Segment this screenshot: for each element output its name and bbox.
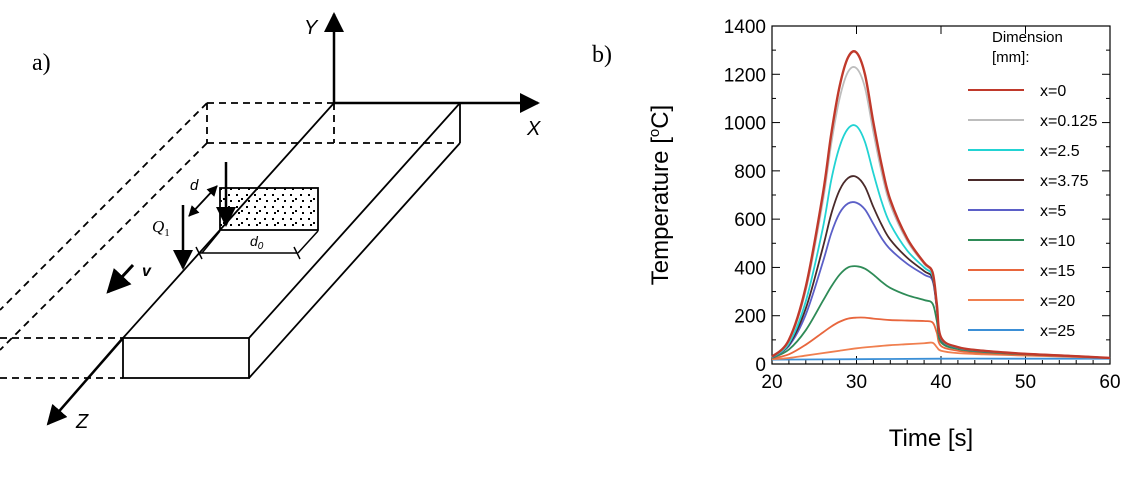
y-tick-label: 0 (755, 355, 766, 376)
dashed-plate-outline (0, 102, 460, 379)
velocity-arrow (106, 263, 135, 294)
y-tick-label: 200 (734, 307, 766, 328)
legend-entry-label: x=0.125 (1040, 113, 1097, 130)
dimension-d0 (195, 230, 319, 260)
x-axis-title: Time [s] (889, 425, 973, 452)
velocity-label: v (142, 263, 152, 280)
series-line-x-0 (771, 50, 1111, 360)
legend-entry-label: x=15 (1040, 263, 1075, 280)
dimension-d0-label: d0 (250, 233, 264, 252)
legend-entry-label: x=2.5 (1040, 143, 1080, 160)
legend-entry-label: x=0 (1040, 83, 1066, 100)
y-tick-label: 1400 (724, 17, 766, 38)
legend-entry-label: x=3.75 (1040, 173, 1089, 190)
y-tick-label: 800 (734, 162, 766, 183)
series-line-x-10 (771, 265, 1111, 359)
y-axis-title: Temperature [oC] (646, 105, 674, 285)
y-tick-label: 1200 (724, 65, 766, 86)
panel-b: b) 0 200 400 600 800 1000 1200 1400 20 30 40 50 60 Ti… (592, 17, 1121, 452)
x-tick-label: 50 (1015, 372, 1036, 393)
series-line-x-15 (771, 316, 1111, 360)
z-axis-arrow (46, 337, 124, 426)
legend-entry-label: x=20 (1040, 293, 1075, 310)
legend-title-line1: Dimension (992, 29, 1063, 46)
y-tick-label: 1000 (724, 114, 766, 135)
series-line-x-20 (771, 341, 1111, 361)
legend-entry-label: x=5 (1040, 203, 1066, 220)
panel-a: a) Y (0, 12, 541, 433)
y-axis-label: Y (304, 17, 319, 39)
solid-plate-outline (122, 102, 461, 379)
x-tick-label: 30 (846, 372, 867, 393)
panel-a-label: a) (32, 50, 51, 76)
y-tick-label: 400 (734, 258, 766, 279)
heat-source-zone (219, 187, 319, 231)
legend-entry-label: x=10 (1040, 233, 1075, 250)
heat-q-label: Q1 (152, 217, 170, 239)
legend-title-line2: [mm]: (992, 49, 1030, 66)
dimension-d-arrow (188, 185, 218, 217)
chart-legend: x=0 x=0.125 x=2.5 x=3.75 x=5 x=10 x=15 x=20 x=25 (968, 83, 1097, 340)
x-tick-label: 40 (930, 372, 951, 393)
legend-entry-label: x=25 (1040, 323, 1075, 340)
x-axis-label: X (526, 118, 541, 140)
y-tick-label: 600 (734, 210, 766, 231)
panel-b-label: b) (592, 42, 612, 68)
series-line-x-25 (771, 357, 1110, 361)
x-tick-label: 60 (1099, 372, 1120, 393)
z-axis-label: Z (75, 411, 89, 433)
dimension-d-label: d (190, 177, 199, 194)
temperature-chart: 0 200 400 600 800 1000 1200 1400 20 30 40 50 60 Time … (646, 17, 1121, 452)
x-tick-label: 20 (761, 372, 782, 393)
